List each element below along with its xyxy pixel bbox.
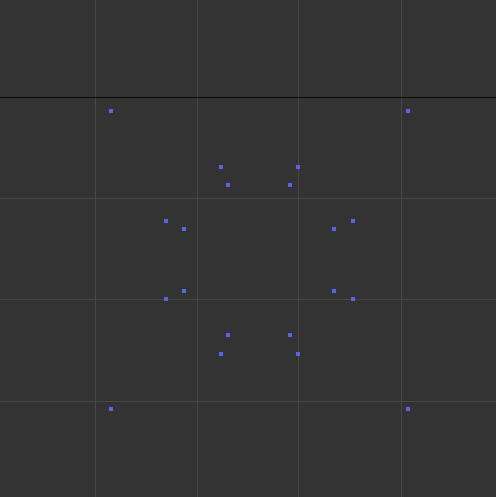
mesh-vertex[interactable] xyxy=(226,183,230,187)
grid-line-vertical xyxy=(197,0,198,497)
mesh-vertex[interactable] xyxy=(288,183,292,187)
mesh-vertex[interactable] xyxy=(164,297,168,301)
horizon-line xyxy=(0,97,496,98)
mesh-vertex[interactable] xyxy=(288,333,292,337)
mesh-vertex[interactable] xyxy=(182,227,186,231)
mesh-vertex[interactable] xyxy=(406,109,410,113)
mesh-vertex[interactable] xyxy=(351,219,355,223)
mesh-vertex[interactable] xyxy=(351,297,355,301)
grid-line-vertical xyxy=(95,0,96,497)
grid-line-horizontal xyxy=(0,198,496,199)
mesh-vertex[interactable] xyxy=(406,407,410,411)
mesh-vertex[interactable] xyxy=(296,352,300,356)
mesh-vertex[interactable] xyxy=(219,165,223,169)
grid-line-vertical xyxy=(298,0,299,497)
mesh-vertex[interactable] xyxy=(109,109,113,113)
mesh-vertex[interactable] xyxy=(182,289,186,293)
mesh-vertex[interactable] xyxy=(164,219,168,223)
mesh-vertex[interactable] xyxy=(219,352,223,356)
mesh-vertex[interactable] xyxy=(226,333,230,337)
mesh-vertex[interactable] xyxy=(332,289,336,293)
mesh-vertex[interactable] xyxy=(296,165,300,169)
grid-line-horizontal xyxy=(0,401,496,402)
grid-line-vertical xyxy=(401,0,402,497)
mesh-vertex[interactable] xyxy=(109,407,113,411)
grid-line-horizontal xyxy=(0,299,496,300)
mesh-vertex[interactable] xyxy=(332,227,336,231)
